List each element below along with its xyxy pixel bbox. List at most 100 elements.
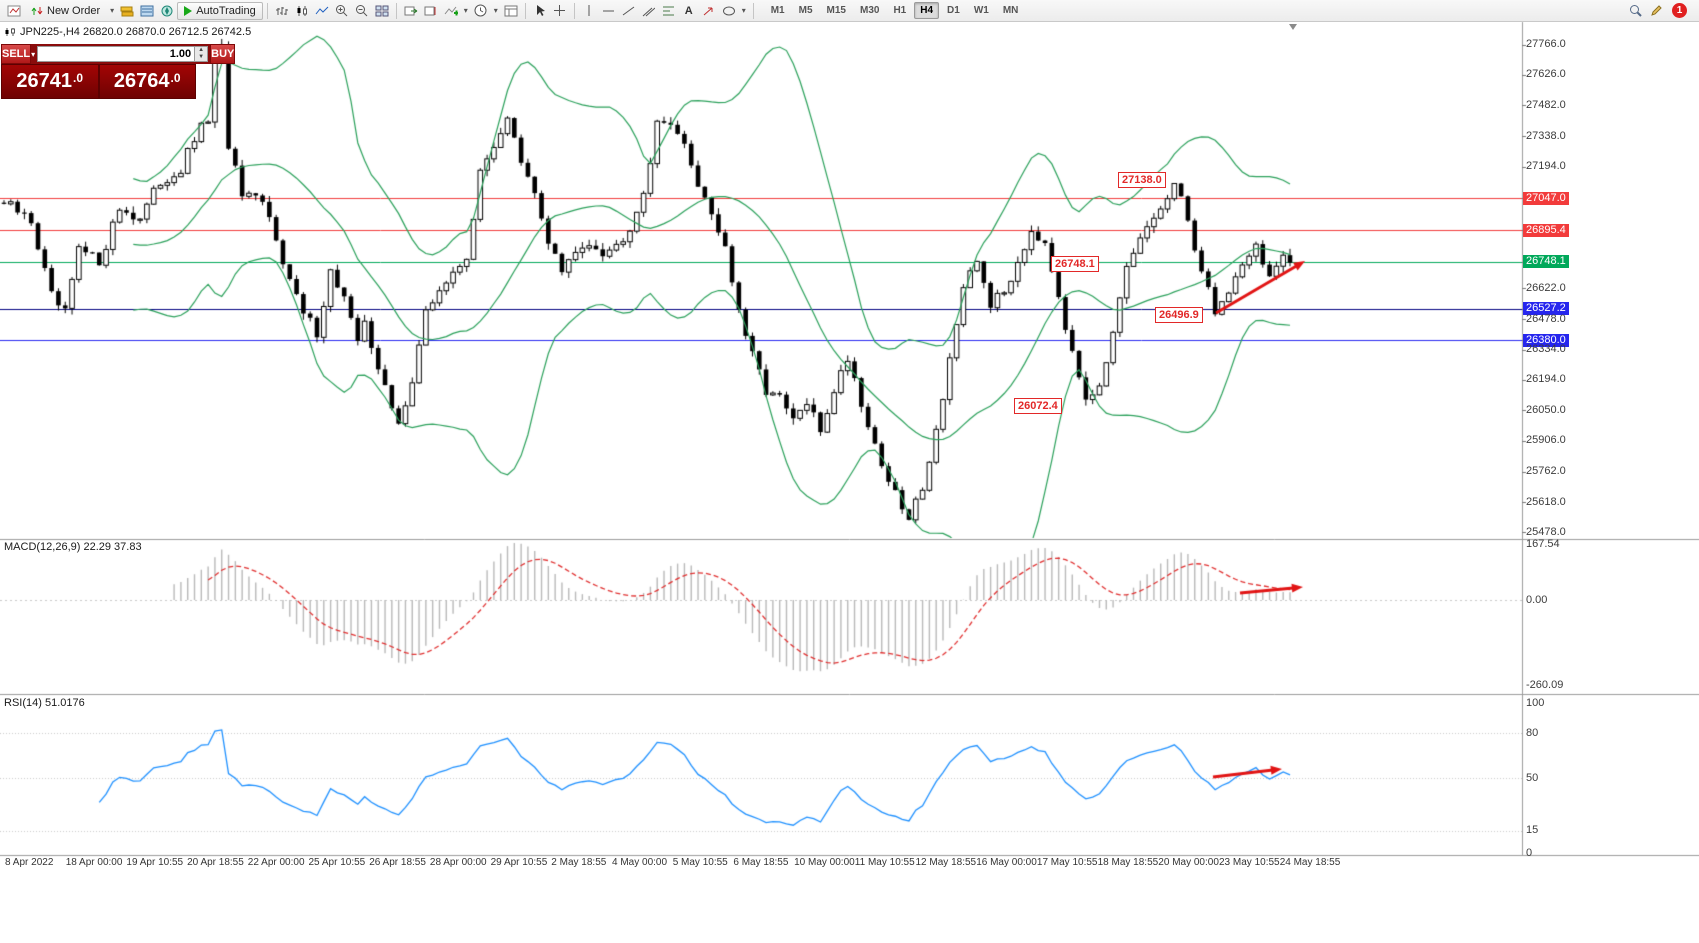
timeframe-button-h4[interactable]: H4	[914, 2, 940, 19]
fibonacci-icon[interactable]	[659, 2, 679, 20]
chart-symbol-icon	[5, 28, 15, 36]
trendline-icon[interactable]	[619, 2, 639, 20]
crosshair-icon[interactable]	[550, 2, 570, 20]
volume-spinner: ▲ ▼	[195, 46, 209, 62]
price-axis-tick: 27338.0	[1526, 129, 1566, 142]
time-axis-label: 11 May 10:55	[854, 857, 915, 868]
timeframe-button-m30[interactable]: M30	[859, 5, 880, 16]
volume-up-icon[interactable]: ▲	[198, 47, 205, 53]
timeframe-button-m15[interactable]: M15	[826, 5, 846, 16]
shapes-icon[interactable]	[719, 2, 739, 20]
timeframe-button-d1[interactable]: D1	[947, 5, 960, 16]
price-axis-tick: 27766.0	[1526, 38, 1566, 51]
price-axis-tick: 26334.0	[1526, 343, 1566, 356]
tile-windows-icon[interactable]	[372, 2, 392, 20]
time-axis-label: 22 Apr 00:00	[247, 857, 305, 868]
zoom-in-icon[interactable]	[332, 2, 352, 20]
timeframe-button-m1[interactable]: M1	[770, 5, 785, 16]
auto-scroll-icon[interactable]	[401, 2, 421, 20]
price-axis-tick: 27626.0	[1526, 68, 1566, 81]
autotrading-label: AutoTrading	[196, 4, 256, 17]
new-order-button[interactable]: New Order	[24, 2, 107, 20]
time-axis-label: 2 May 18:55	[551, 857, 607, 868]
template-icon[interactable]	[501, 2, 521, 20]
chart-window-icon[interactable]	[4, 2, 24, 20]
one-click-trading-panel: SELL ▾ ▲ ▼ BUY 26741 .0 26764 .0	[1, 44, 236, 99]
time-axis-label: 4 May 00:00	[612, 857, 668, 868]
buy-price-frac: .0	[170, 71, 181, 85]
data-window-icon[interactable]	[137, 2, 157, 20]
cursor-icon[interactable]	[530, 2, 550, 20]
time-axis-label: 18 Apr 00:00	[65, 857, 123, 868]
period-dropdown-icon[interactable]: ▾	[493, 6, 498, 15]
price-axis-tick: 25618.0	[1526, 495, 1566, 508]
volume-dropdown-icon[interactable]: ▾	[31, 49, 36, 59]
market-watch-icon[interactable]	[117, 2, 137, 20]
time-axis-label: 18 May 18:55	[1097, 857, 1159, 868]
vertical-line-icon[interactable]	[579, 2, 599, 20]
timeframe-button-w1[interactable]: W1	[973, 5, 989, 16]
price-annotation[interactable]: 26072.4	[1014, 398, 1062, 414]
rsi-axis-tick: 100	[1526, 696, 1545, 709]
price-axis-tick: 25478.0	[1526, 525, 1566, 538]
sell-price-button[interactable]: 26741 .0	[1, 64, 99, 99]
timeframe-button-mn[interactable]: MN	[1002, 5, 1019, 16]
line-chart-icon[interactable]	[312, 2, 332, 20]
zoom-out-icon[interactable]	[352, 2, 372, 20]
time-axis-label: 16 May 00:00	[976, 857, 1037, 868]
time-axis-label: 5 May 10:55	[672, 857, 728, 868]
new-order-icon	[31, 6, 43, 15]
time-axis-label: 6 May 18:55	[733, 857, 789, 868]
sell-price-main: 26741	[16, 70, 73, 92]
edit-icon[interactable]	[1646, 2, 1666, 20]
time-axis-label: 23 May 10:55	[1219, 857, 1280, 868]
bar-chart-icon[interactable]	[272, 2, 292, 20]
price-axis-tick: 26622.0	[1526, 281, 1566, 294]
time-axis[interactable]: 8 Apr 2022 18 Apr 00:00 19 Apr 10:55 20 Apr…	[0, 855, 1522, 872]
sell-button[interactable]: SELL	[1, 44, 32, 64]
period-clock-icon[interactable]	[471, 2, 491, 20]
search-icon[interactable]	[1626, 2, 1646, 20]
arrow-object-icon[interactable]	[699, 2, 719, 20]
rsi-axis-tick: 80	[1526, 726, 1539, 739]
price-axis-tick: 26194.0	[1526, 373, 1566, 386]
buy-button[interactable]: BUY	[210, 44, 236, 64]
timeframe-group: M1 M5 M15 M30 H1 H4 D1 W1 MN	[764, 2, 1026, 19]
toolbar-separator	[395, 2, 397, 19]
notification-badge[interactable]: 1	[1672, 3, 1687, 18]
add-indicator-icon[interactable]	[441, 2, 461, 20]
buy-price-button[interactable]: 26764 .0	[98, 64, 196, 99]
shapes-dropdown-icon[interactable]: ▾	[741, 6, 746, 15]
price-annotation[interactable]: 26496.9	[1155, 307, 1203, 323]
price-axis-tick: 27482.0	[1526, 98, 1566, 111]
volume-input[interactable]	[37, 46, 196, 62]
horizontal-line-icon[interactable]	[599, 2, 619, 20]
autotrading-button[interactable]: AutoTrading	[177, 1, 263, 20]
equidistant-channel-icon[interactable]	[639, 2, 659, 20]
time-axis-label: 10 May 00:00	[794, 857, 855, 868]
timeframe-button-m5[interactable]: M5	[798, 5, 813, 16]
timeframe-button-h1[interactable]: H1	[893, 5, 907, 16]
price-annotation[interactable]: 27138.0	[1118, 172, 1166, 188]
chart-shift-icon[interactable]	[421, 2, 441, 20]
candlestick-chart-icon[interactable]	[292, 2, 312, 20]
indicator-dropdown-icon[interactable]: ▾	[463, 6, 468, 15]
buy-price-main: 26764	[113, 70, 170, 92]
volume-field-wrap: ▲ ▼	[35, 44, 211, 64]
toolbar-separator	[524, 2, 526, 19]
new-order-dropdown-icon[interactable]: ▾	[110, 6, 115, 15]
price-axis-tick: 26895.4	[1523, 223, 1569, 237]
price-axis-tick: 25762.0	[1526, 465, 1566, 478]
text-label-icon[interactable]: A	[684, 4, 693, 17]
time-axis-label: 12 May 18:55	[915, 857, 977, 868]
navigator-icon[interactable]	[157, 2, 177, 20]
time-axis-label: 26 Apr 18:55	[369, 857, 426, 868]
price-axis-tick: 26527.2	[1523, 302, 1569, 316]
rsi-axis-tick: 0	[1526, 846, 1533, 859]
chart-shift-marker[interactable]	[1289, 24, 1297, 30]
price-axis-tick: 27047.0	[1523, 191, 1569, 205]
rsi-axis-tick: 50	[1526, 771, 1539, 784]
price-annotation[interactable]: 26748.1	[1051, 256, 1099, 272]
volume-down-icon[interactable]: ▼	[198, 54, 205, 60]
